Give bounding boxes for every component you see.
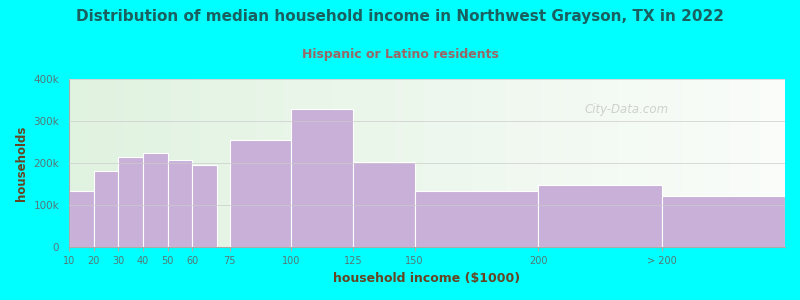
Bar — [662, 196, 785, 248]
Bar — [94, 171, 118, 248]
Bar — [168, 160, 193, 248]
Y-axis label: households: households — [15, 125, 28, 201]
Bar — [118, 157, 143, 248]
Bar — [230, 140, 291, 247]
Text: City-Data.com: City-Data.com — [585, 103, 669, 116]
Bar — [291, 109, 353, 248]
Text: Distribution of median household income in Northwest Grayson, TX in 2022: Distribution of median household income … — [76, 9, 724, 24]
Bar — [143, 153, 168, 247]
Text: Hispanic or Latino residents: Hispanic or Latino residents — [302, 48, 498, 61]
Bar — [538, 185, 662, 248]
Bar — [69, 190, 94, 248]
X-axis label: household income ($1000): household income ($1000) — [334, 272, 521, 285]
Bar — [193, 165, 217, 247]
Bar — [414, 190, 538, 248]
Bar — [353, 162, 414, 248]
